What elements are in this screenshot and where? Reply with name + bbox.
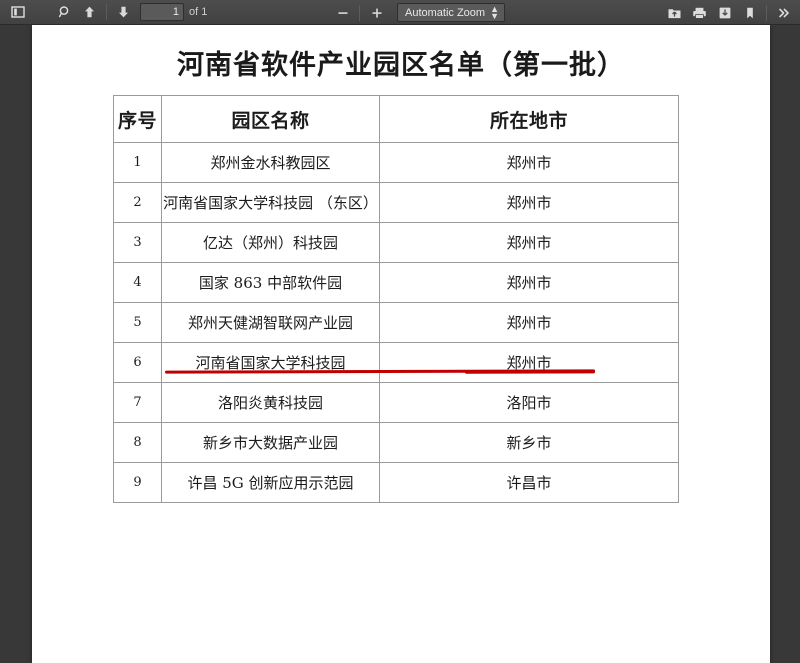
cell-city: 郑州市 [379,342,679,383]
table-row: 6 河南省国家大学科技园 郑州市 [113,342,679,383]
plus-icon [372,8,381,18]
pdf-viewer[interactable]: 河南省软件产业园区名单（第一批） 序号 园区名称 所在地市 1 郑州金水科教园区… [0,25,800,663]
table-row: 8 新乡市大数据产业园 新乡市 [113,422,679,463]
cell-index: 2 [113,182,162,223]
cell-city: 郑州市 [379,222,679,263]
page-number-group: of 1 [140,3,207,21]
cell-park-name: 郑州天健湖智联网产业园 [161,302,380,343]
cell-city: 许昌市 [379,462,679,503]
cell-park-name: 亿达（郑州）科技园 [161,222,380,263]
cell-park-name: 洛阳炎黄科技园 [161,382,380,423]
cell-index: 6 [113,342,162,383]
zoom-out-button[interactable] [331,3,354,23]
cell-city: 郑州市 [379,142,679,183]
search-icon [58,6,68,18]
minus-icon [338,11,347,14]
cell-park-name: 新乡市大数据产业园 [161,422,380,463]
download-button[interactable] [713,3,736,23]
toolbar-separator-zoom [359,4,360,21]
download-icon [719,7,730,18]
cell-index: 1 [113,142,162,183]
previous-page-button[interactable] [78,2,101,22]
cell-city: 郑州市 [379,262,679,303]
toolbar-separator-right [766,4,767,21]
cell-park-name: 许昌 5G 创新应用示范园 [161,462,380,503]
table-row-highlighted: 7 洛阳炎黄科技园 洛阳市 [113,382,679,423]
table-row: 4 国家 863 中部软件园 郑州市 [113,262,679,303]
table-header-row: 序号 园区名称 所在地市 [113,95,679,143]
spinner-icon: ▲ ▼ [490,3,499,21]
print-button[interactable] [688,3,711,23]
next-page-button[interactable] [112,2,135,22]
cell-park-name: 国家 863 中部软件园 [161,262,380,303]
sidebar-toggle-button[interactable] [6,2,29,22]
open-file-icon [668,8,681,18]
arrow-down-icon [119,6,128,18]
print-icon [693,7,706,19]
toolbar-separator [106,4,107,20]
tools-button[interactable] [772,3,795,23]
cell-park-name: 河南省国家大学科技园 [161,342,380,383]
cell-index: 4 [113,262,162,303]
cell-index: 5 [113,302,162,343]
cell-city: 郑州市 [379,302,679,343]
page-title: 河南省软件产业园区名单（第一批） [177,50,625,81]
table-body: 1 郑州金水科教园区 郑州市 2 河南省国家大学科技园 （东区） 郑州市 3 亿… [113,142,679,503]
cell-index: 7 [113,382,162,423]
table-row: 3 亿达（郑州）科技园 郑州市 [113,222,679,263]
zoom-level-select[interactable]: Automatic Zoom ▲ ▼ [397,3,505,22]
column-header-index: 序号 [113,95,162,143]
zoom-in-button[interactable] [365,3,388,23]
cell-park-name: 河南省国家大学科技园 （东区） [161,182,380,223]
pdf-page: 河南省软件产业园区名单（第一批） 序号 园区名称 所在地市 1 郑州金水科教园区… [32,25,770,663]
column-header-city: 所在地市 [379,95,679,143]
table-row: 5 郑州天健湖智联网产业园 郑州市 [113,302,679,343]
page-number-input[interactable] [140,3,184,21]
software-park-table: 序号 园区名称 所在地市 1 郑州金水科教园区 郑州市 2 河南省国家大学科技园… [113,95,679,503]
table-row: 1 郑州金水科教园区 郑州市 [113,142,679,183]
double-chevron-right-icon [778,8,789,17]
column-header-park-name: 园区名称 [161,95,380,143]
cell-city: 郑州市 [379,182,679,223]
zoom-level-value: Automatic Zoom [405,6,486,19]
cell-park-name: 郑州金水科教园区 [161,142,380,183]
toolbar-left-group: of 1 [0,2,207,22]
page-total-label: of 1 [189,6,208,18]
sidebar-icon [10,6,25,18]
cell-city: 新乡市 [379,422,679,463]
table-row: 9 许昌 5G 创新应用示范园 许昌市 [113,462,679,503]
table-header: 序号 园区名称 所在地市 [113,95,679,143]
toolbar-zoom-group: Automatic Zoom ▲ ▼ [330,0,505,25]
bookmark-button[interactable] [738,3,761,23]
arrow-up-icon [85,6,94,18]
cell-index: 9 [113,462,162,503]
table-row: 2 河南省国家大学科技园 （东区） 郑州市 [113,182,679,223]
bookmark-icon [746,7,753,18]
toolbar-right-group [662,0,796,25]
find-button[interactable] [53,2,76,22]
cell-index: 8 [113,422,162,463]
cell-city: 洛阳市 [379,382,679,423]
cell-index: 3 [113,222,162,263]
pdf-toolbar: of 1 Automatic Zoom ▲▼ [0,0,800,25]
open-file-button[interactable] [663,3,686,23]
